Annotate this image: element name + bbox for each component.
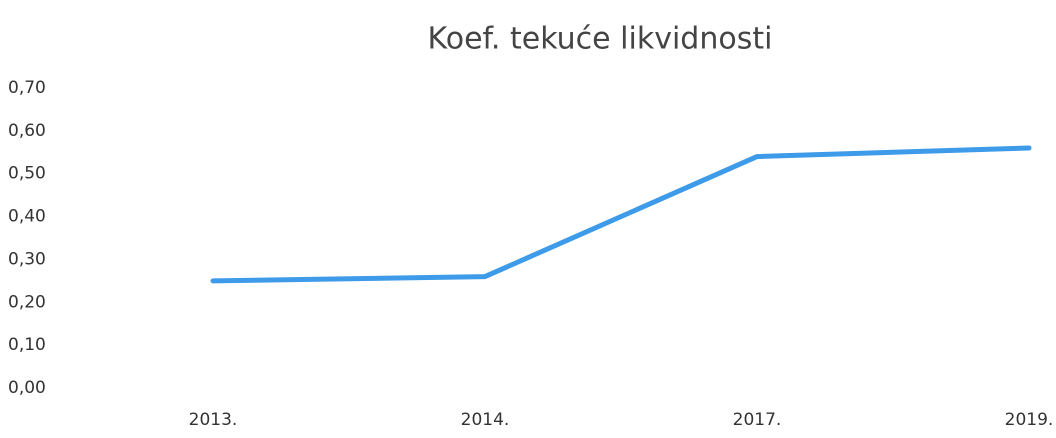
- x-tick-label: 2013.: [189, 410, 238, 430]
- x-tick-label: 2017.: [733, 410, 782, 430]
- data-line: [210, 145, 1032, 284]
- y-tick-label: 0,10: [8, 335, 46, 355]
- chart-title: Koef. tekuće likvidnosti: [428, 22, 773, 57]
- y-tick-label: 0,20: [8, 292, 46, 312]
- y-tick-label: 0,50: [8, 164, 46, 184]
- y-tick-label: 0,40: [8, 207, 46, 227]
- y-tick-label: 0,30: [8, 249, 46, 269]
- y-tick-label: 0,70: [8, 78, 46, 98]
- x-tick-label: 2019.: [1005, 410, 1054, 430]
- y-tick-label: 0,00: [8, 378, 46, 398]
- x-tick-label: 2014.: [461, 410, 510, 430]
- y-tick-label: 0,60: [8, 121, 46, 141]
